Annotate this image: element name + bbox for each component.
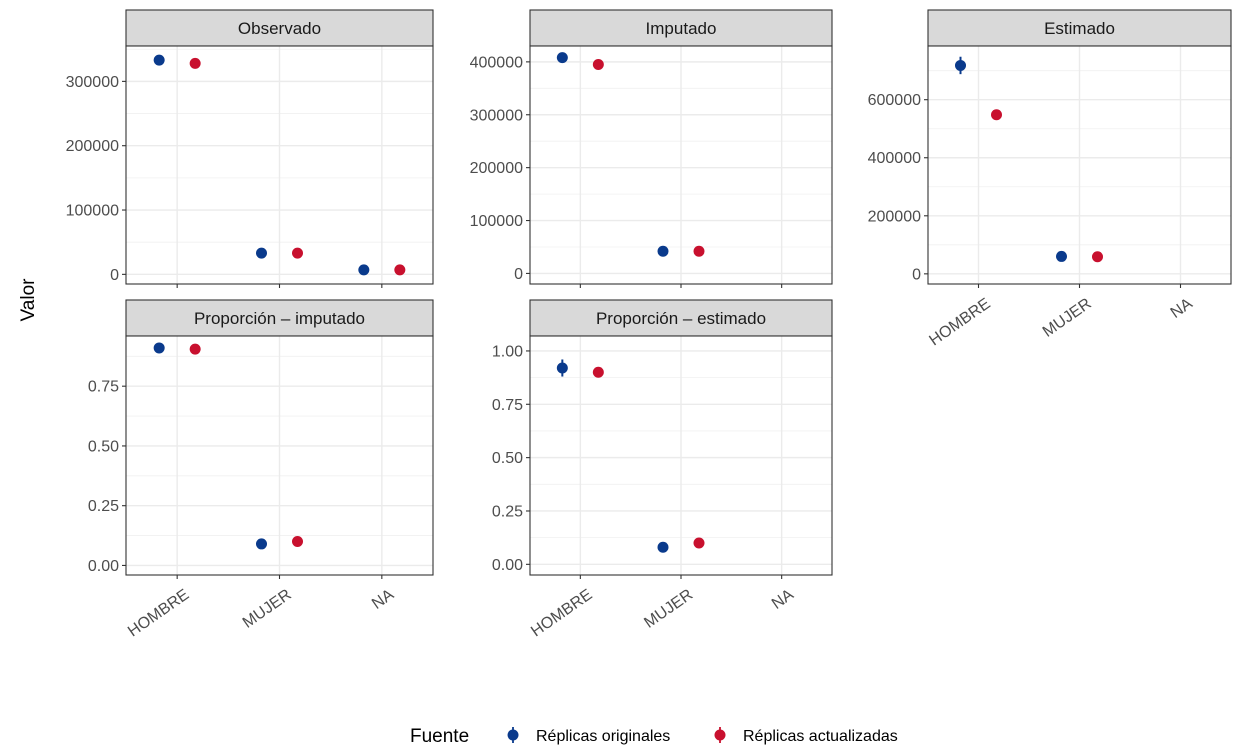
facet-panel-5: Proporción – estimado 0.00 0.25 0.50 0.75 1.0… [492, 299, 833, 640]
y-tick-label: 0 [912, 266, 921, 283]
y-tick-label: 0.50 [492, 450, 523, 467]
y-tick-label: 300000 [470, 107, 523, 124]
facet-title: Proporción – estimado [596, 309, 766, 328]
data-point [394, 264, 406, 276]
panel-border [927, 45, 1232, 285]
facet-panel-3: Estimado 0 200000 400000 600000 HOMBRE MUJER NA [868, 9, 1232, 349]
x-tick-label: HOMBRE [926, 295, 993, 349]
panel-border [529, 335, 833, 576]
facet-strip [125, 299, 434, 337]
y-tick-label: 600000 [868, 92, 921, 109]
y-tick-label: 400000 [470, 54, 523, 71]
y-tick-label: 200000 [66, 138, 119, 155]
facet-panel-2: Imputado 0 100000 200000 300000 400000 [470, 9, 833, 288]
data-point [556, 362, 568, 374]
facet-strip [927, 9, 1232, 47]
y-tick-label: 300000 [66, 74, 119, 91]
data-point [189, 57, 201, 69]
y-tick-label: 0 [110, 267, 119, 284]
x-tick-label: NA [1168, 295, 1196, 322]
y-tick-label: 0.25 [88, 498, 119, 515]
facet-panel-1: Observado 0 100000 200000 300000 [66, 9, 434, 288]
data-point [358, 264, 370, 276]
data-point [189, 343, 201, 355]
legend-key-point [507, 729, 519, 741]
y-axis-title: Valor [18, 278, 39, 322]
x-tick-label: HOMBRE [125, 586, 192, 640]
legend-key-point [714, 729, 726, 741]
x-tick-label: NA [369, 586, 397, 613]
y-tick-label: 0.75 [492, 397, 523, 414]
y-tick-label: 0.75 [88, 379, 119, 396]
y-tick-label: 100000 [66, 203, 119, 220]
data-point [1056, 250, 1067, 262]
y-tick-label: 0 [514, 266, 523, 283]
data-point [153, 342, 165, 354]
panel-border [529, 45, 833, 285]
facet-strip [529, 9, 833, 47]
legend-entry-label: Réplicas actualizadas [743, 728, 898, 745]
data-point [256, 247, 267, 259]
x-tick-label: MUJER [1040, 295, 1095, 341]
facet-strip [529, 299, 833, 337]
x-tick-label: MUJER [240, 586, 295, 632]
y-tick-label: 0.50 [88, 438, 119, 455]
data-point [292, 247, 303, 259]
facet-title: Estimado [1044, 19, 1115, 38]
facet-title: Proporción – imputado [194, 309, 365, 328]
y-tick-label: 400000 [868, 150, 921, 167]
facet-title: Imputado [646, 19, 717, 38]
facet-panel-4: Proporción – imputado 0.00 0.25 0.50 0.75 HOM… [88, 299, 434, 640]
data-point [1092, 251, 1103, 263]
y-tick-label: 0.00 [88, 558, 119, 575]
data-point [556, 52, 568, 64]
data-point [592, 59, 604, 71]
data-point [955, 59, 966, 71]
data-point [256, 538, 267, 550]
x-tick-label: MUJER [641, 586, 696, 632]
data-point [657, 541, 669, 553]
data-point [991, 109, 1002, 121]
y-tick-label: 200000 [868, 208, 921, 225]
y-tick-label: 100000 [470, 213, 523, 230]
legend: Fuente Réplicas originales Réplicas actual… [410, 726, 898, 747]
panel-border [125, 45, 434, 285]
data-point [153, 54, 165, 66]
data-point [592, 366, 604, 378]
x-tick-label: HOMBRE [528, 586, 595, 640]
legend-title: Fuente [410, 726, 469, 747]
y-tick-label: 0.00 [492, 557, 523, 574]
legend-entry-label: Réplicas originales [536, 728, 670, 745]
data-point [292, 536, 303, 548]
data-point [693, 537, 705, 549]
y-tick-label: 0.25 [492, 503, 523, 520]
y-tick-label: 1.00 [492, 343, 523, 360]
facet-strip [125, 9, 434, 47]
y-tick-label: 200000 [470, 160, 523, 177]
x-tick-label: NA [769, 586, 797, 613]
data-point [657, 245, 669, 257]
data-point [693, 245, 705, 257]
facet-title: Observado [238, 19, 321, 38]
panel-border [125, 335, 434, 576]
